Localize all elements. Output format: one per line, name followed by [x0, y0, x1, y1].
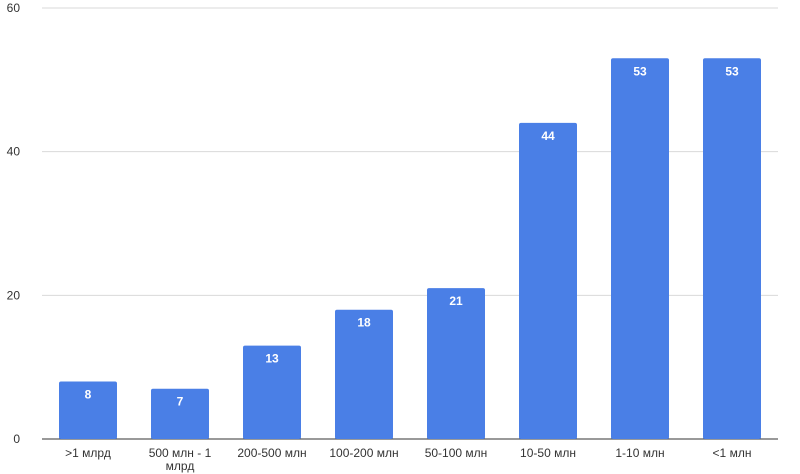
y-axis-ticks: 0 20 40 60: [7, 1, 21, 446]
x-tick-label: 100-200 млн: [329, 446, 398, 460]
x-tick-label: <1 млн: [713, 446, 752, 460]
y-tick-label: 20: [7, 288, 21, 302]
x-tick-label-line: <1 млн: [713, 446, 752, 460]
x-tick-label-line: 500 млн - 1: [149, 446, 212, 460]
bar-value-label: 53: [725, 64, 739, 78]
y-tick-label: 40: [7, 145, 21, 159]
bar: [703, 58, 761, 440]
bar: [243, 345, 301, 439]
x-tick-label: 1-10 млн: [615, 446, 664, 460]
bar-value-label: 13: [265, 352, 279, 366]
bar-value-label: 8: [85, 388, 92, 402]
x-tick-label: 10-50 млн: [520, 446, 576, 460]
bar: [519, 122, 577, 439]
y-tick-label: 0: [13, 432, 20, 446]
bar: [335, 309, 393, 439]
bar-value-label: 21: [449, 294, 463, 308]
x-tick-label-line: 200-500 млн: [237, 446, 306, 460]
y-tick-label: 60: [7, 1, 21, 15]
x-tick-label-line: 50-100 млн: [425, 446, 488, 460]
x-tick-label: >1 млрд: [65, 446, 111, 460]
bar: [427, 288, 485, 439]
x-axis-ticks: >1 млрд 500 млн - 1 млрд 200-500 млн 100-200…: [65, 446, 751, 473]
bars: 8 7 13 18 21 44 53 53: [59, 58, 761, 440]
bar-value-label: 44: [541, 129, 555, 143]
bar: [611, 58, 669, 440]
bar: [59, 381, 117, 439]
bar-value-label: 53: [633, 64, 647, 78]
x-tick-label: 50-100 млн: [425, 446, 488, 460]
x-tick-label-line: 1-10 млн: [615, 446, 664, 460]
bar: [151, 388, 209, 439]
x-tick-label: 500 млн - 1 млрд: [149, 446, 212, 473]
bar-value-label: 18: [357, 316, 371, 330]
x-tick-label: 200-500 млн: [237, 446, 306, 460]
x-tick-label-line: млрд: [166, 459, 195, 473]
x-tick-label-line: 10-50 млн: [520, 446, 576, 460]
bar-value-label: 7: [177, 395, 184, 409]
x-tick-label-line: >1 млрд: [65, 446, 111, 460]
x-tick-label-line: 100-200 млн: [329, 446, 398, 460]
